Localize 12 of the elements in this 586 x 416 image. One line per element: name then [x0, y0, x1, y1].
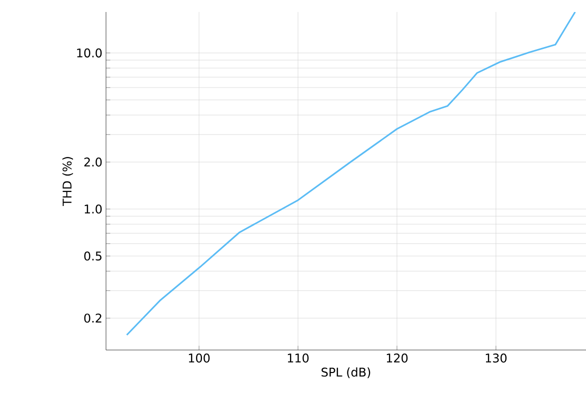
y-tick-label: 1.0	[84, 204, 102, 214]
y-tick-label: 10.0	[77, 48, 102, 58]
y-tick-label: 2.0	[84, 158, 102, 167]
y-axis-title: THD (%)	[62, 157, 74, 206]
x-axis-title: SPL (dB)	[322, 367, 370, 378]
x-tick-label: 110	[288, 354, 309, 363]
y-tick-label: 0.5	[84, 252, 102, 261]
y-tick-label: 0.2	[84, 314, 102, 323]
x-tick-label: 130	[486, 354, 507, 363]
x-tick-label: 120	[386, 354, 408, 363]
line-series	[126, 12, 576, 336]
x-tick-label: 100	[188, 354, 210, 363]
